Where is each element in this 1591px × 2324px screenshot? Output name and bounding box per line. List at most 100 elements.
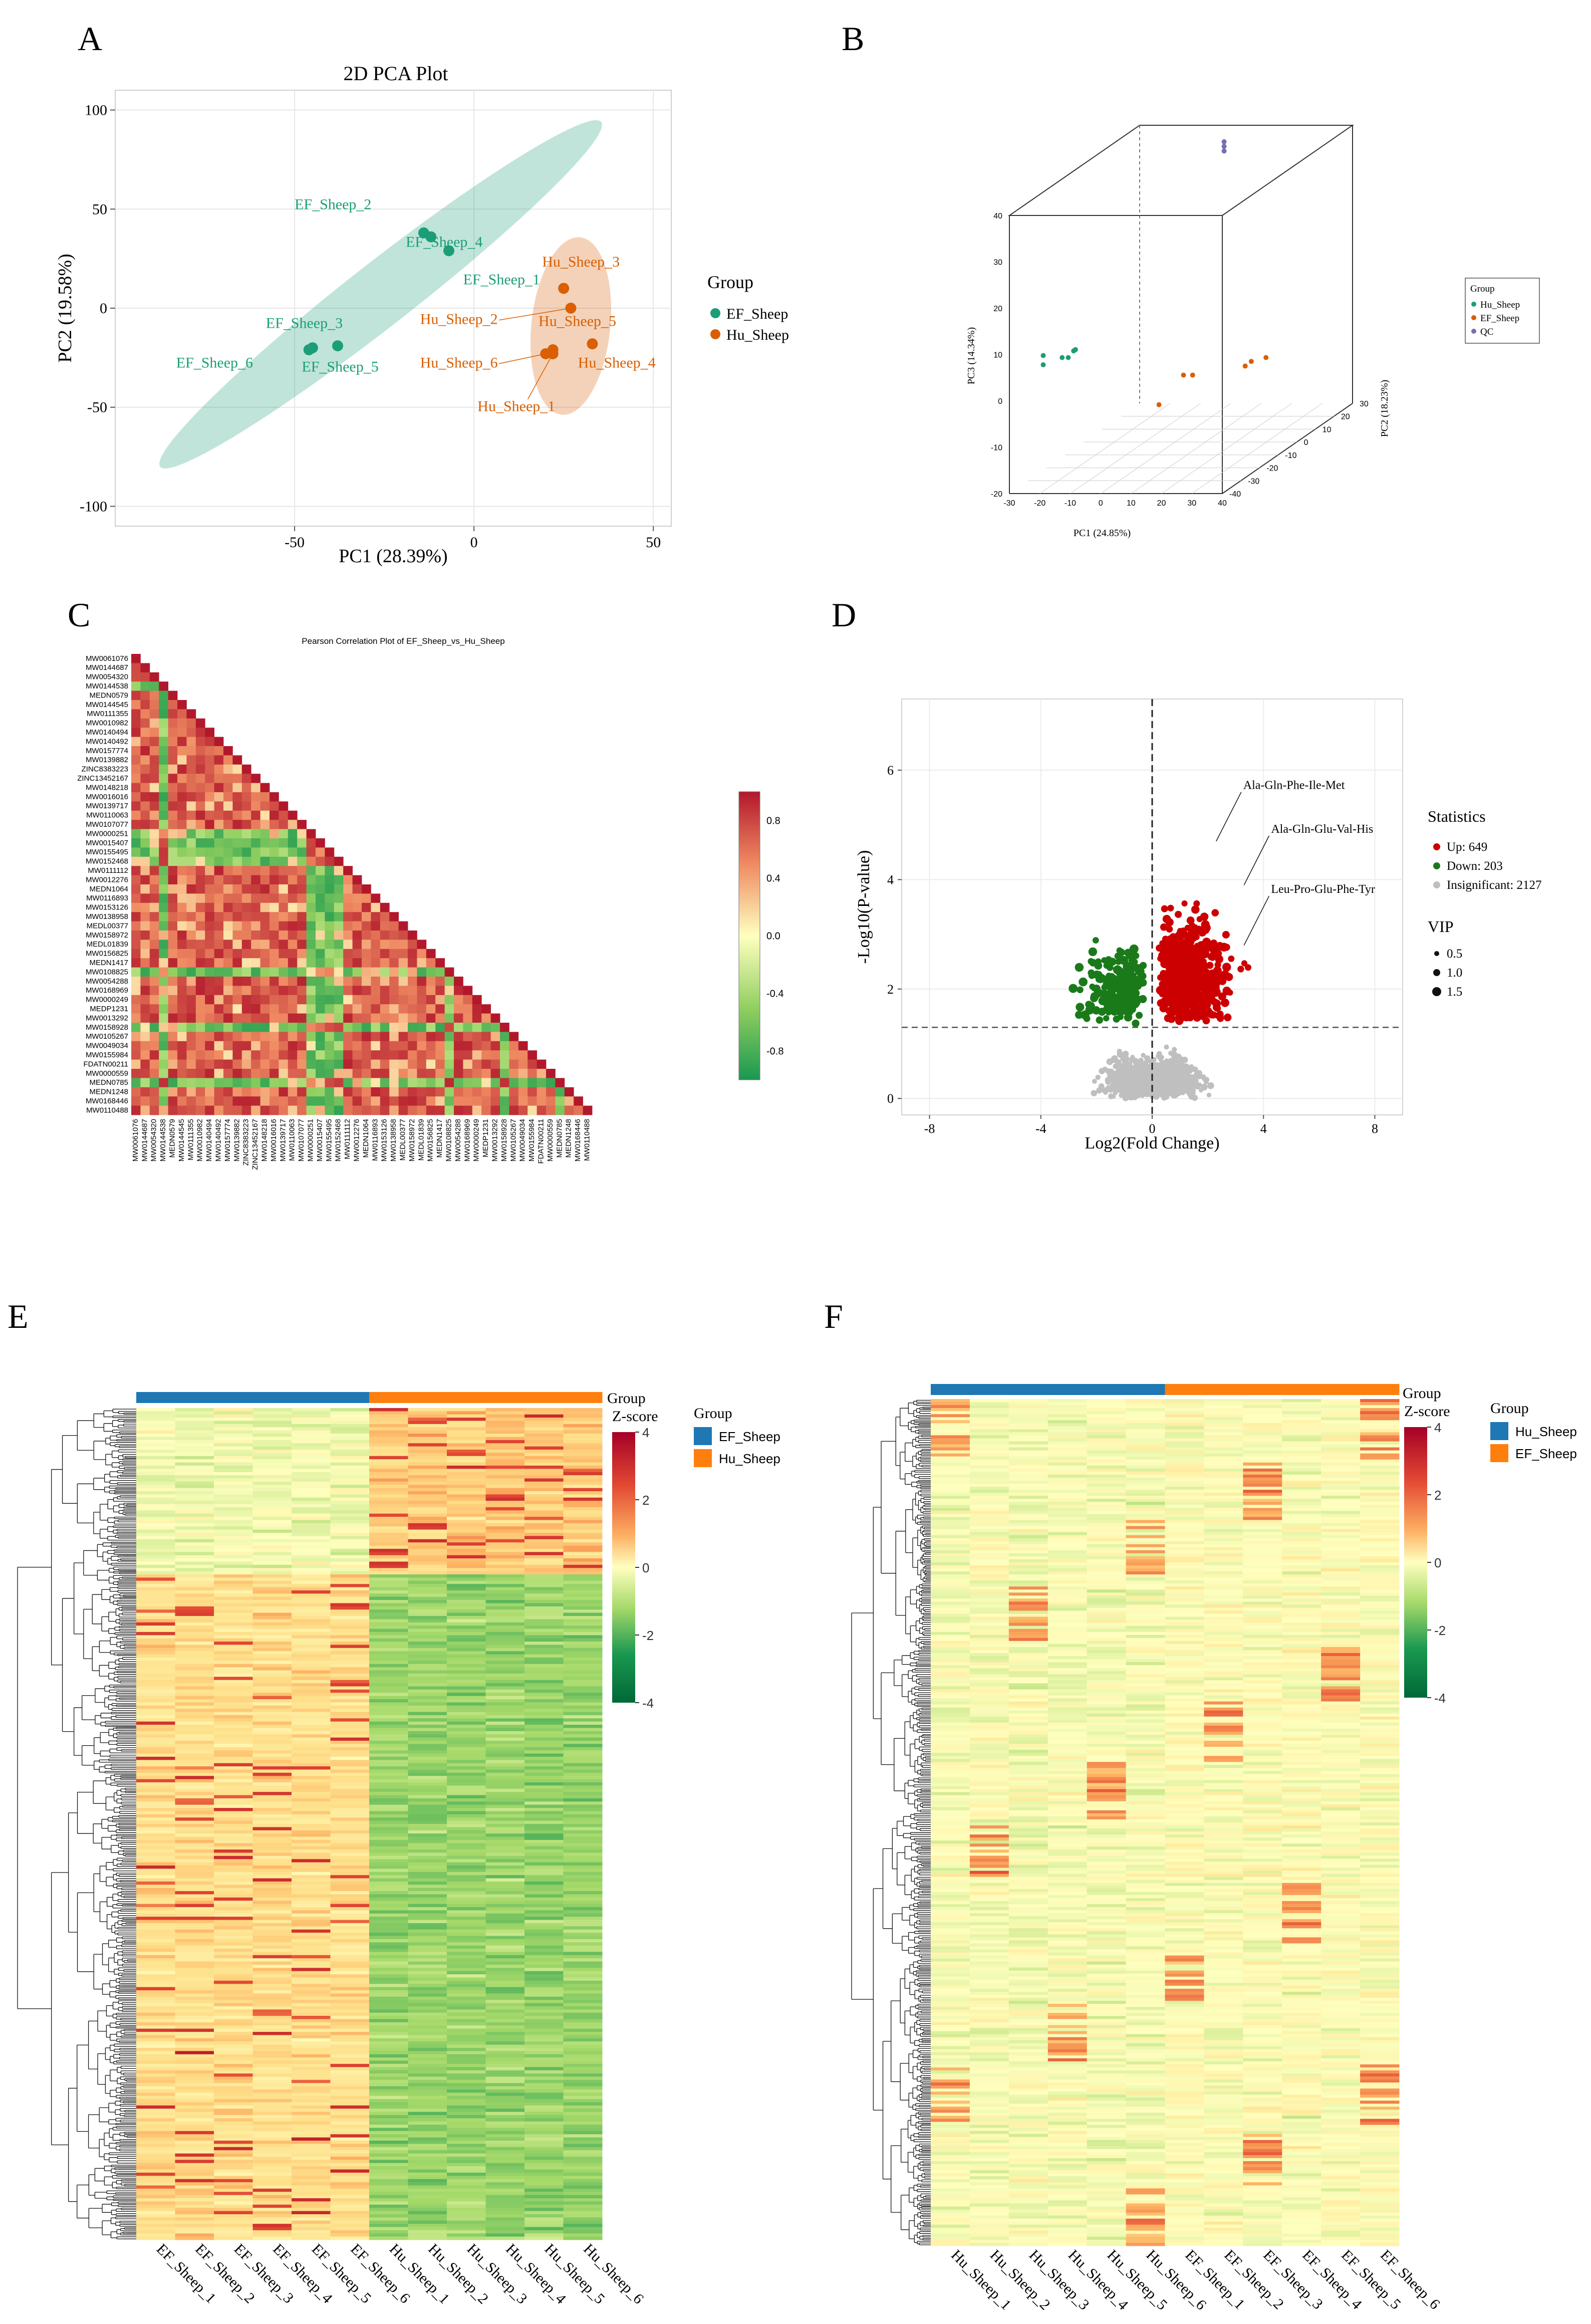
corr-cell: [398, 995, 408, 1005]
corr-cell: [251, 847, 260, 857]
corr-cell: [389, 1105, 399, 1115]
corr-cell: [279, 884, 289, 894]
corr-col-label: MW0155495: [325, 1119, 333, 1161]
corr-cell: [509, 1078, 519, 1088]
corr-cell: [251, 967, 260, 977]
pca3d-point: [1242, 363, 1248, 369]
volcano-annotation-label: Ala-Gln-Glu-Val-His: [1271, 823, 1373, 836]
corr-cell: [371, 1059, 381, 1069]
corr-cell: [260, 995, 270, 1005]
corr-cell: [454, 1087, 463, 1097]
corr-cell: [186, 884, 196, 894]
corr-cell: [214, 820, 224, 829]
volcano-point-up: [1171, 961, 1178, 968]
corr-cell: [500, 1059, 509, 1069]
corr-cell: [352, 884, 362, 894]
corr-cell: [241, 921, 251, 931]
volcano-point-insig: [1114, 1082, 1121, 1089]
corr-cell: [306, 958, 316, 968]
corr-cell: [251, 1050, 260, 1060]
corr-cell: [223, 1096, 233, 1106]
corr-cell: [509, 1105, 519, 1115]
volcano-point-insig: [1207, 1082, 1214, 1089]
volcano-point-down: [1113, 976, 1122, 985]
corr-cell: [316, 977, 325, 986]
corr-cell: [186, 838, 196, 848]
corr-cell: [149, 728, 159, 737]
corr-cell: [270, 1105, 279, 1115]
corr-cell: [334, 1078, 344, 1088]
corr-cell: [168, 902, 178, 912]
corr-cell: [168, 847, 178, 857]
corr-cell: [316, 875, 325, 885]
corr-cell: [380, 902, 390, 912]
corr-cell: [149, 792, 159, 802]
corr-cell: [186, 931, 196, 940]
corr-cell: [270, 1059, 279, 1069]
corr-cell: [454, 1096, 463, 1106]
corr-cell: [214, 801, 224, 811]
heatmap-e-dendrogram: [17, 1409, 136, 2239]
corr-cell: [205, 810, 214, 820]
corr-cell: [444, 1050, 454, 1060]
volcano-point-down: [1101, 957, 1108, 964]
corr-cell: [297, 912, 307, 921]
corr-cell: [288, 1059, 298, 1069]
corr-cell: [214, 1041, 224, 1051]
volcano-vip-marker-2: [1433, 969, 1440, 976]
corr-cell: [398, 1078, 408, 1088]
corr-cell: [426, 1069, 436, 1078]
corr-cell: [131, 746, 141, 756]
pca-ylabel: PC2 (19.58%): [55, 254, 76, 362]
corr-cell: [352, 1078, 362, 1088]
corr-cell: [214, 1032, 224, 1042]
volcano-point-up: [1172, 969, 1179, 976]
corr-colorbar: [738, 791, 760, 1080]
volcano-point-insig: [1171, 1093, 1176, 1099]
corr-cell: [435, 1023, 445, 1032]
corr-cell: [159, 847, 168, 857]
corr-cell: [334, 902, 344, 912]
corr-cell: [306, 884, 316, 894]
pca-ellipse-hu: [530, 237, 612, 415]
corr-col-label: MW0016016: [270, 1119, 278, 1161]
corr-cell: [334, 893, 344, 903]
corr-cell: [149, 884, 159, 894]
corr-cell: [205, 902, 214, 912]
corr-cell: [177, 1087, 187, 1097]
corr-cell: [251, 792, 260, 802]
corr-cell: [159, 783, 168, 793]
corr-cell: [131, 709, 141, 719]
corr-cell: [131, 728, 141, 737]
volcano-point-down: [1077, 986, 1084, 994]
corr-cell: [463, 1069, 473, 1078]
corr-cell: [140, 1096, 150, 1106]
corr-cell: [260, 792, 270, 802]
corr-cell: [352, 1087, 362, 1097]
corr-cell: [159, 801, 168, 811]
corr-cell: [177, 1023, 187, 1032]
corr-cell: [140, 940, 150, 950]
corr-cell: [168, 820, 178, 829]
corr-cell: [362, 1013, 371, 1023]
corr-cell: [251, 875, 260, 885]
corr-cell: [214, 792, 224, 802]
corr-colorbar-tick: 0.4: [766, 873, 780, 884]
corr-col-label: MEDN0785: [555, 1119, 564, 1158]
corr-cell: [149, 700, 159, 710]
corr-cell: [223, 856, 233, 866]
corr-cell: [380, 1059, 390, 1069]
corr-cell: [168, 700, 178, 710]
volcano-point-up: [1192, 988, 1201, 997]
corr-row-label: MW0054320: [86, 673, 128, 681]
corr-cell: [149, 986, 159, 996]
corr-cell: [546, 1069, 556, 1078]
corr-cell: [316, 884, 325, 894]
corr-cell: [177, 728, 187, 737]
pca3d-point: [1221, 139, 1227, 144]
corr-cell: [426, 958, 436, 968]
corr-cell: [334, 1041, 344, 1051]
corr-cell: [177, 893, 187, 903]
corr-cell: [232, 921, 242, 931]
pca3d-point: [1221, 144, 1227, 149]
